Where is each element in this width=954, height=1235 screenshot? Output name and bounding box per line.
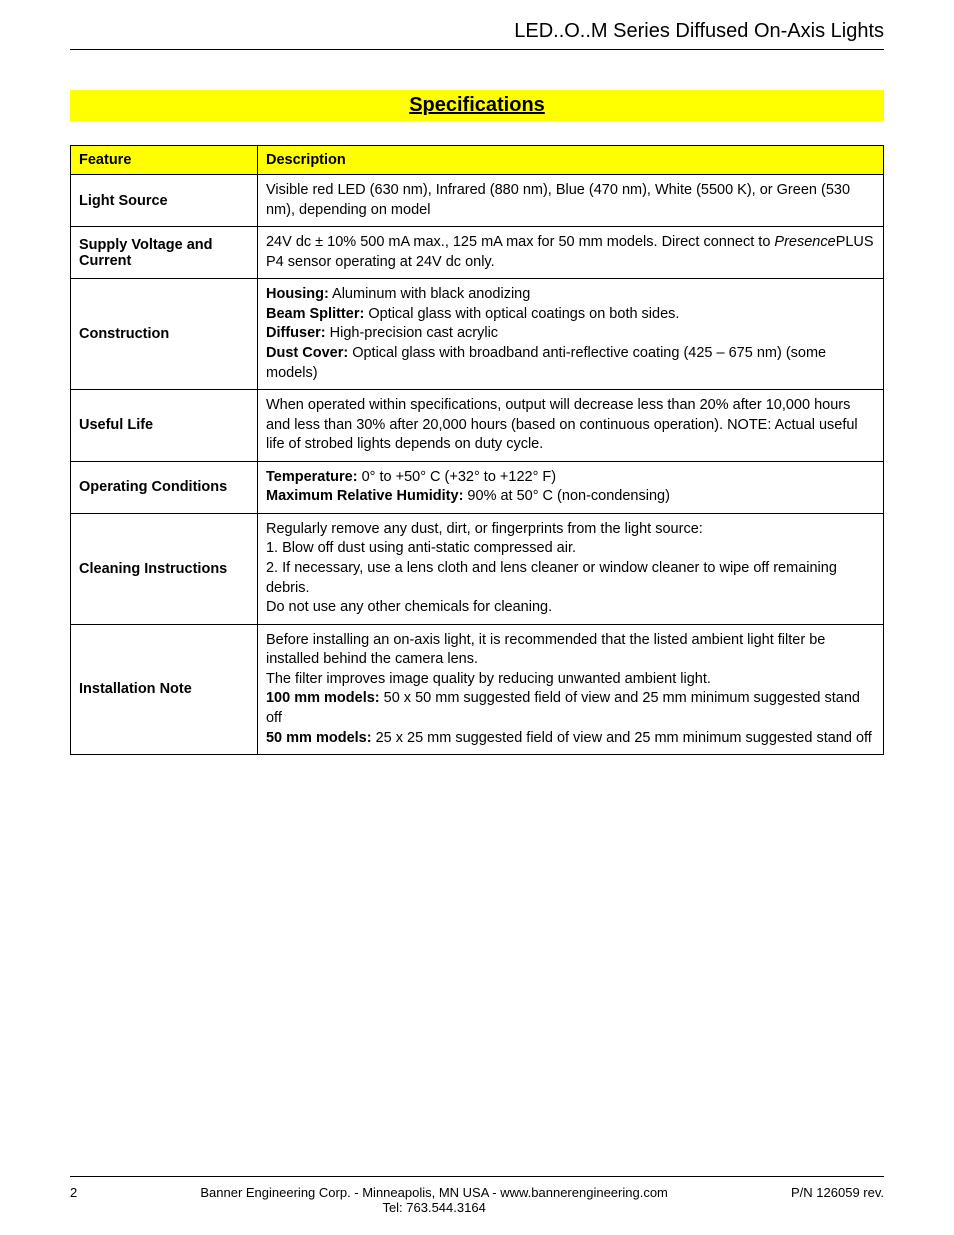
footer-company-line: Banner Engineering Corp. - Minneapolis, … <box>200 1185 668 1200</box>
col-header-description: Description <box>257 146 883 175</box>
footer-tel-line: Tel: 763.544.3164 <box>382 1200 485 1215</box>
section-banner: Specifications <box>70 90 884 121</box>
col-header-feature: Feature <box>71 146 258 175</box>
description-cell: 24V dc ± 10% 500 mA max., 125 mA max for… <box>257 227 883 279</box>
page: LED..O..M Series Diffused On-Axis Lights… <box>0 0 954 1235</box>
page-header: LED..O..M Series Diffused On-Axis Lights <box>70 20 884 50</box>
specifications-table: Feature Description Light SourceVisible … <box>70 145 884 755</box>
description-cell: Housing: Aluminum with black anodizingBe… <box>257 279 883 390</box>
description-cell: When operated within specifications, out… <box>257 390 883 462</box>
feature-cell: Light Source <box>71 175 258 227</box>
table-row: Supply Voltage and Current24V dc ± 10% 5… <box>71 227 884 279</box>
table-row: Useful LifeWhen operated within specific… <box>71 390 884 462</box>
table-row: Light SourceVisible red LED (630 nm), In… <box>71 175 884 227</box>
footer-pn: P/N 126059 rev. <box>791 1185 884 1200</box>
feature-cell: Useful Life <box>71 390 258 462</box>
footer-center: Banner Engineering Corp. - Minneapolis, … <box>77 1185 791 1215</box>
feature-cell: Installation Note <box>71 624 258 754</box>
table-row: ConstructionHousing: Aluminum with black… <box>71 279 884 390</box>
description-cell: Temperature: 0° to +50° C (+32° to +122°… <box>257 461 883 513</box>
feature-cell: Operating Conditions <box>71 461 258 513</box>
feature-cell: Cleaning Instructions <box>71 513 258 624</box>
feature-cell: Construction <box>71 279 258 390</box>
table-row: Cleaning InstructionsRegularly remove an… <box>71 513 884 624</box>
feature-cell: Supply Voltage and Current <box>71 227 258 279</box>
page-title: LED..O..M Series Diffused On-Axis Lights <box>514 20 884 42</box>
page-footer: 2 Banner Engineering Corp. - Minneapolis… <box>70 1176 884 1215</box>
description-cell: Visible red LED (630 nm), Infrared (880 … <box>257 175 883 227</box>
footer-page-number: 2 <box>70 1185 77 1200</box>
description-cell: Regularly remove any dust, dirt, or fing… <box>257 513 883 624</box>
table-row: Installation NoteBefore installing an on… <box>71 624 884 754</box>
table-header-row: Feature Description <box>71 146 884 175</box>
table-row: Operating ConditionsTemperature: 0° to +… <box>71 461 884 513</box>
description-cell: Before installing an on-axis light, it i… <box>257 624 883 754</box>
